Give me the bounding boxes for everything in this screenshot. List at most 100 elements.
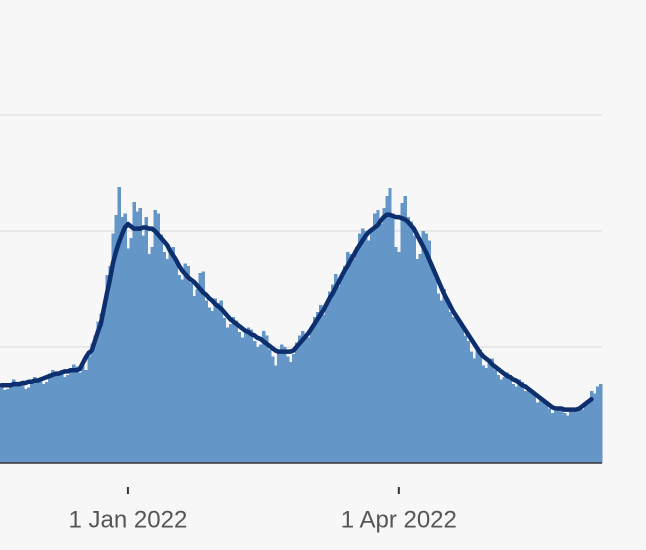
bar xyxy=(376,210,380,463)
bar xyxy=(541,402,546,463)
bar xyxy=(207,307,212,463)
bar xyxy=(562,413,567,463)
bar xyxy=(177,275,181,463)
bar xyxy=(69,367,73,463)
bar xyxy=(406,217,410,463)
bar xyxy=(153,210,157,463)
bar xyxy=(544,405,549,463)
bar xyxy=(99,313,103,463)
bar xyxy=(12,379,16,463)
bar xyxy=(598,384,603,463)
bar xyxy=(409,221,413,463)
average-line xyxy=(0,212,594,412)
bar xyxy=(189,283,194,463)
bar xyxy=(478,349,482,463)
bar xyxy=(57,374,61,463)
bar xyxy=(51,370,55,463)
bar xyxy=(529,393,534,463)
bar xyxy=(331,284,335,463)
bar xyxy=(523,391,528,463)
bar xyxy=(111,233,115,463)
bar xyxy=(60,370,64,463)
bar xyxy=(397,251,401,463)
bar xyxy=(586,402,591,463)
bar xyxy=(511,384,516,463)
bar xyxy=(535,402,540,463)
bar xyxy=(171,247,175,463)
bar xyxy=(0,386,4,463)
bar xyxy=(595,386,600,463)
bar xyxy=(279,344,284,463)
bar xyxy=(150,247,154,463)
bar xyxy=(90,343,94,463)
bar xyxy=(255,347,260,463)
bar xyxy=(108,265,112,463)
bar xyxy=(18,384,22,463)
bar xyxy=(505,372,510,463)
bar xyxy=(225,327,230,463)
bar xyxy=(550,413,555,463)
bar xyxy=(403,196,407,463)
bar xyxy=(42,384,46,463)
bar xyxy=(201,271,206,463)
bar xyxy=(472,358,476,463)
bar xyxy=(198,272,203,463)
bar xyxy=(132,202,136,463)
bar xyxy=(9,385,13,463)
bar xyxy=(285,356,290,463)
bar xyxy=(237,331,242,463)
bar xyxy=(114,214,118,463)
bar xyxy=(565,415,570,463)
bar xyxy=(144,217,148,463)
bar xyxy=(451,316,455,463)
bar xyxy=(15,381,19,463)
bar xyxy=(138,207,142,463)
bar xyxy=(520,381,525,463)
bar xyxy=(252,341,257,463)
bar xyxy=(469,351,473,463)
bar xyxy=(346,251,350,463)
bar xyxy=(93,335,97,463)
bar xyxy=(382,207,386,463)
bar xyxy=(508,374,513,463)
bar xyxy=(87,356,91,463)
bar xyxy=(243,330,248,463)
bar xyxy=(231,316,236,463)
bar xyxy=(343,265,347,463)
bar xyxy=(120,217,124,463)
bar xyxy=(261,330,266,463)
bar xyxy=(294,342,299,463)
bar xyxy=(156,213,160,463)
bar xyxy=(141,235,145,463)
bar xyxy=(499,379,504,463)
bar xyxy=(325,305,329,463)
bar xyxy=(195,289,200,463)
bar xyxy=(6,388,10,463)
bar xyxy=(102,305,106,463)
bar xyxy=(310,328,314,463)
bar xyxy=(481,365,486,463)
bar xyxy=(216,302,221,463)
bar xyxy=(210,311,215,463)
bar xyxy=(391,213,395,463)
bar xyxy=(352,258,356,463)
bar xyxy=(36,379,40,463)
bar xyxy=(355,247,359,463)
bar xyxy=(72,364,76,463)
bar xyxy=(442,289,446,463)
bar xyxy=(30,381,34,463)
bar xyxy=(484,367,489,463)
bar xyxy=(361,228,365,463)
bar xyxy=(334,273,338,463)
bar xyxy=(307,337,311,463)
bar xyxy=(96,321,100,463)
bar xyxy=(273,365,278,463)
bar xyxy=(388,188,392,463)
bar xyxy=(592,393,597,463)
bar xyxy=(373,213,377,463)
bar xyxy=(180,279,185,463)
bar xyxy=(349,254,353,463)
bar xyxy=(319,305,323,463)
bar xyxy=(430,265,434,463)
bar xyxy=(3,389,7,463)
